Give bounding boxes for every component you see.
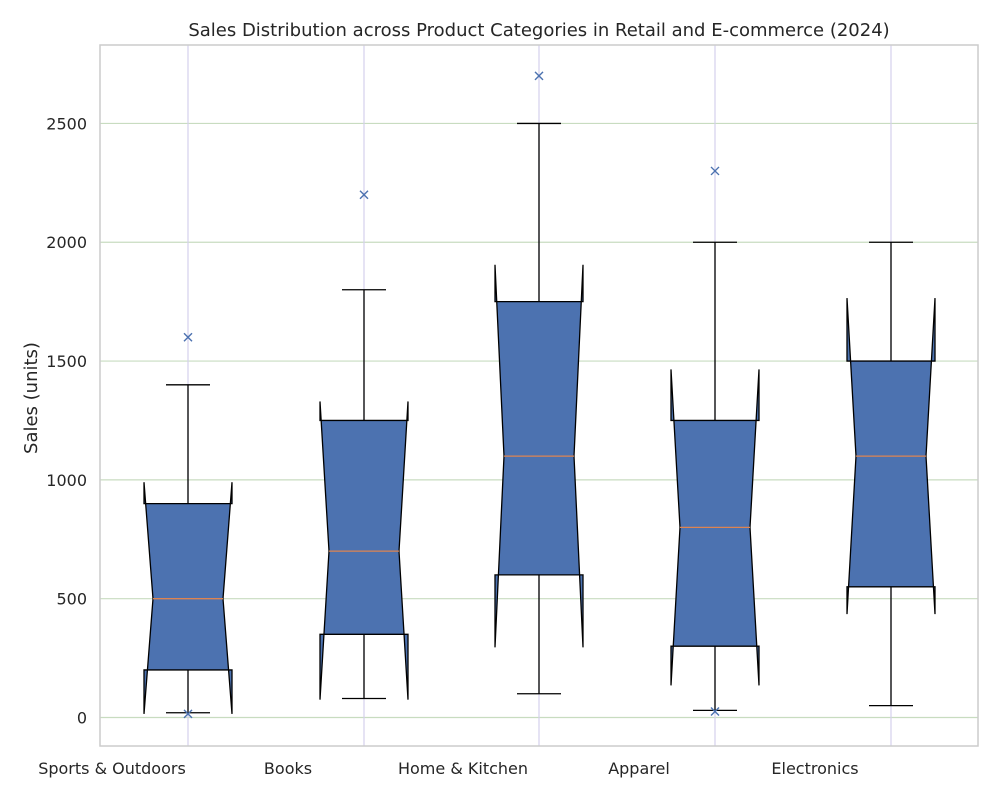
outlier-stroke	[710, 707, 720, 717]
outlier-stroke	[183, 332, 193, 342]
outlier-stroke	[359, 190, 369, 200]
y-tick-label: 2000	[46, 233, 87, 252]
outlier-marker	[359, 190, 369, 200]
x-tick-label: Sports & Outdoors	[38, 759, 186, 778]
tick-labels: 0 500 1000 1500 2000 2500 Sports & Outdoors Boo…	[38, 114, 858, 778]
outlier-marker	[710, 707, 720, 717]
y-tick-label: 1500	[46, 352, 87, 371]
boxes-layer	[143, 71, 936, 719]
y-tick-label: 0	[77, 708, 87, 727]
y-tick-label: 500	[56, 590, 87, 609]
x-tick-label: Apparel	[608, 759, 670, 778]
outlier-stroke	[183, 709, 193, 719]
box-group	[319, 190, 409, 700]
outlier-stroke	[534, 71, 544, 81]
outlier-marker	[183, 709, 193, 719]
box-group	[670, 166, 760, 717]
outlier-marker	[534, 71, 544, 81]
chart-title: Sales Distribution across Product Catego…	[188, 20, 889, 41]
outlier-marker	[183, 332, 193, 342]
y-axis-label: Sales (units)	[21, 342, 42, 454]
y-tick-label: 1000	[46, 471, 87, 490]
x-tick-label: Books	[264, 759, 312, 778]
outlier-marker	[710, 166, 720, 176]
box-group	[143, 332, 233, 719]
outlier-stroke	[710, 166, 720, 176]
box-group	[494, 71, 584, 695]
x-tick-label: Electronics	[771, 759, 858, 778]
y-tick-label: 2500	[46, 114, 87, 133]
x-tick-label: Home & Kitchen	[398, 759, 528, 778]
plot-frame	[99, 44, 979, 747]
box-group	[846, 241, 936, 707]
